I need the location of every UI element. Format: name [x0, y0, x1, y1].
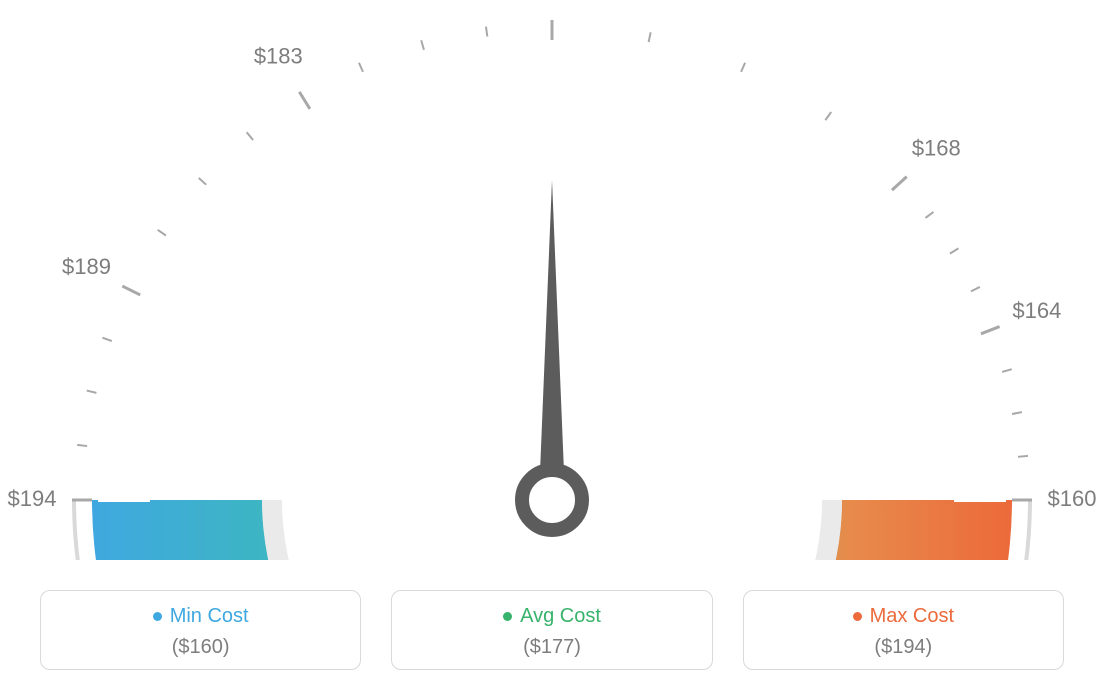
tick-label: $160	[1048, 486, 1097, 511]
legend-card-max: Max Cost ($194)	[743, 590, 1064, 670]
tick-label: $189	[62, 254, 111, 279]
legend-title-text: Min Cost	[170, 605, 249, 628]
legend-value-avg: ($177)	[402, 636, 701, 659]
tick-label: $164	[1012, 298, 1061, 323]
chart-container: $160$164$168$177$183$189$194 Min Cost ($…	[0, 0, 1104, 690]
legend-title-avg: Avg Cost	[503, 605, 601, 628]
dot-icon	[853, 612, 862, 621]
tick-label: $183	[254, 44, 303, 69]
legend-value-min: ($160)	[51, 636, 350, 659]
legend-card-avg: Avg Cost ($177)	[391, 590, 712, 670]
legend-title-text: Avg Cost	[520, 605, 601, 628]
legend-value-max: ($194)	[754, 636, 1053, 659]
tick-label: $168	[912, 136, 961, 161]
legend-title-text: Max Cost	[870, 605, 954, 628]
legend-row: Min Cost ($160) Avg Cost ($177) Max Cost…	[40, 590, 1064, 670]
dot-icon	[503, 612, 512, 621]
legend-title-max: Max Cost	[853, 605, 954, 628]
gauge: $160$164$168$177$183$189$194	[0, 0, 1104, 560]
legend-card-min: Min Cost ($160)	[40, 590, 361, 670]
tick-label: $194	[8, 486, 57, 511]
legend-title-min: Min Cost	[153, 605, 249, 628]
dot-icon	[153, 612, 162, 621]
gauge-svg: $160$164$168$177$183$189$194	[0, 0, 1104, 560]
